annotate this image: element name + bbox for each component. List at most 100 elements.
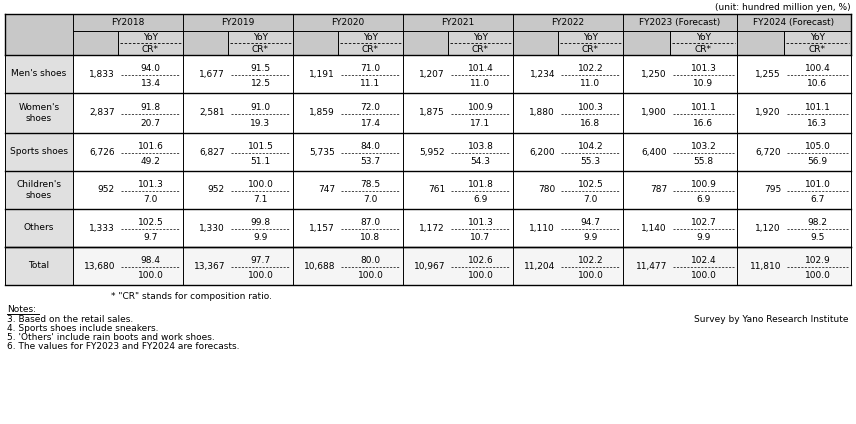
Text: 91.8: 91.8 (140, 103, 161, 112)
Text: 102.9: 102.9 (805, 256, 830, 265)
Text: 102.4: 102.4 (691, 256, 716, 265)
Bar (558, 31, 623, 55)
Bar (183, 247, 228, 285)
Text: 72.0: 72.0 (360, 103, 381, 112)
Text: YoY: YoY (696, 33, 711, 42)
Bar (784, 93, 851, 133)
Bar (293, 209, 338, 247)
Text: YoY: YoY (810, 33, 825, 42)
Bar (737, 209, 784, 247)
Text: 54.3: 54.3 (471, 157, 490, 166)
Text: 56.9: 56.9 (807, 157, 828, 166)
Text: 103.8: 103.8 (467, 142, 493, 151)
Text: 1,859: 1,859 (309, 109, 335, 117)
Bar (228, 133, 293, 171)
Text: 71.0: 71.0 (360, 64, 381, 73)
Bar (228, 171, 293, 209)
Text: 6.9: 6.9 (473, 195, 488, 204)
Bar (5, 171, 73, 209)
Bar (623, 133, 670, 171)
Bar (784, 55, 851, 93)
Text: 10.6: 10.6 (807, 79, 828, 88)
Bar (737, 171, 784, 209)
Text: 1,677: 1,677 (199, 70, 225, 78)
Text: FY2022: FY2022 (551, 18, 585, 27)
Bar (293, 31, 338, 55)
Bar (73, 133, 118, 171)
Text: 747: 747 (318, 186, 335, 195)
Text: 16.6: 16.6 (693, 119, 714, 128)
Bar (403, 133, 448, 171)
Bar (228, 93, 293, 133)
Text: FY2024 (Forecast): FY2024 (Forecast) (753, 18, 835, 27)
Text: 6,827: 6,827 (199, 148, 225, 156)
Text: 11,477: 11,477 (636, 262, 667, 271)
Bar (183, 171, 228, 209)
Text: 101.1: 101.1 (691, 103, 716, 112)
Text: 100.0: 100.0 (247, 180, 273, 189)
Text: 101.4: 101.4 (467, 64, 493, 73)
Text: 101.3: 101.3 (467, 218, 493, 227)
Text: 6,400: 6,400 (641, 148, 667, 156)
Text: CR*: CR* (472, 45, 489, 53)
Text: 49.2: 49.2 (140, 157, 160, 166)
Bar (513, 14, 623, 31)
Text: 87.0: 87.0 (360, 218, 381, 227)
Text: 102.6: 102.6 (467, 256, 493, 265)
Text: CR*: CR* (142, 45, 159, 53)
Bar (73, 247, 118, 285)
Bar (5, 209, 73, 247)
Text: 94.7: 94.7 (580, 218, 601, 227)
Text: 100.0: 100.0 (358, 271, 383, 280)
Text: 101.1: 101.1 (805, 103, 830, 112)
Text: 17.4: 17.4 (360, 119, 381, 128)
Text: 11.0: 11.0 (580, 79, 601, 88)
Bar (448, 209, 513, 247)
Text: 952: 952 (98, 186, 115, 195)
Text: CR*: CR* (252, 45, 269, 53)
Text: 91.0: 91.0 (251, 103, 270, 112)
Bar (448, 247, 513, 285)
Text: 19.3: 19.3 (251, 119, 270, 128)
Bar (403, 14, 513, 31)
Bar (183, 14, 293, 31)
Bar (5, 14, 851, 55)
Text: 103.2: 103.2 (691, 142, 716, 151)
Bar (513, 133, 558, 171)
Text: 1,920: 1,920 (755, 109, 781, 117)
Bar (73, 171, 118, 209)
Text: 101.6: 101.6 (138, 142, 163, 151)
Bar (183, 31, 228, 55)
Text: 7.0: 7.0 (363, 195, 377, 204)
Text: 5,735: 5,735 (309, 148, 335, 156)
Text: 100.9: 100.9 (467, 103, 493, 112)
Text: 780: 780 (538, 186, 555, 195)
Bar (448, 31, 513, 55)
Bar (403, 171, 448, 209)
Text: 1,172: 1,172 (419, 223, 445, 232)
Bar (737, 31, 784, 55)
Bar (623, 247, 670, 285)
Bar (448, 133, 513, 171)
Bar (183, 55, 228, 93)
Text: 1,900: 1,900 (641, 109, 667, 117)
Bar (118, 133, 183, 171)
Text: 1,157: 1,157 (309, 223, 335, 232)
Bar (118, 247, 183, 285)
Text: Children's
shoes: Children's shoes (16, 180, 62, 200)
Text: 94.0: 94.0 (140, 64, 160, 73)
Text: 16.8: 16.8 (580, 119, 601, 128)
Text: CR*: CR* (809, 45, 826, 53)
Text: 9.5: 9.5 (811, 233, 824, 243)
Text: 6,720: 6,720 (755, 148, 781, 156)
Bar (784, 171, 851, 209)
Text: 7.0: 7.0 (583, 195, 597, 204)
Text: 5,952: 5,952 (419, 148, 445, 156)
Text: YoY: YoY (143, 33, 158, 42)
Bar (558, 133, 623, 171)
Text: 787: 787 (650, 186, 667, 195)
Bar (623, 55, 670, 93)
Bar (558, 247, 623, 285)
Text: 78.5: 78.5 (360, 180, 381, 189)
Text: 104.2: 104.2 (578, 142, 603, 151)
